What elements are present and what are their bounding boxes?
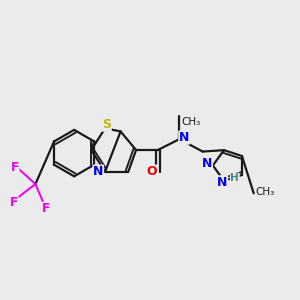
Text: N: N [93,165,104,178]
Text: CH₃: CH₃ [181,118,200,128]
Text: H: H [230,173,239,183]
Text: N: N [217,176,228,189]
Text: N: N [202,158,212,170]
Text: O: O [147,165,158,178]
Text: F: F [42,202,50,215]
Text: F: F [10,196,18,209]
Text: S: S [102,118,111,131]
Text: CH₃: CH₃ [255,187,274,197]
Text: F: F [11,160,19,173]
Text: N: N [179,131,189,144]
